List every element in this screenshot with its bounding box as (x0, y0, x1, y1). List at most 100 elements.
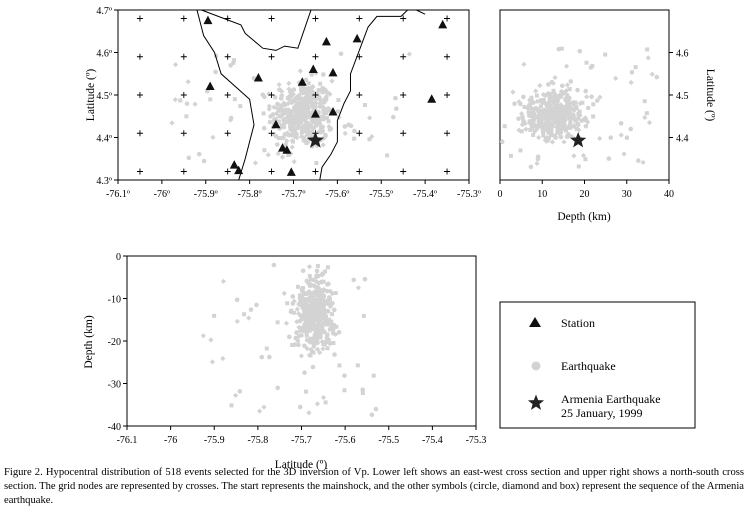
grid-node-cross (444, 53, 451, 60)
earthquake-point (508, 153, 513, 158)
earthquake-point (289, 138, 295, 144)
earthquake-point (362, 276, 368, 282)
earthquake-point (621, 151, 627, 157)
x-tick-label: -75.8º (238, 189, 262, 200)
earthquake-point (283, 320, 290, 326)
earthquake-point (259, 354, 265, 360)
earthquake-point (603, 52, 608, 57)
earthquake-point (577, 48, 583, 54)
earthquake-point (540, 123, 546, 129)
earthquake-point (304, 290, 311, 296)
earthquake-point (527, 97, 533, 103)
earthquake-point (318, 88, 323, 93)
grid-node-cross (224, 130, 231, 137)
earthquake-point (220, 278, 227, 284)
station-triangle (271, 119, 281, 129)
earthquake-point (557, 127, 562, 132)
earthquake-point (291, 298, 297, 304)
earthquake-point (326, 319, 331, 324)
earthquake-point (550, 115, 556, 121)
earthquake-point (549, 139, 556, 145)
earthquake-point (308, 94, 314, 101)
earthquake-point (329, 319, 334, 324)
earthquake-point (559, 46, 564, 51)
earthquake-point (294, 330, 299, 335)
x-tick-label: -75.8 (247, 435, 268, 446)
earthquake-point (320, 89, 325, 94)
earthquake-point (290, 122, 297, 129)
earthquake-point (568, 79, 574, 84)
earthquake-point (271, 262, 277, 268)
station-triangle (427, 94, 437, 103)
earthquake-point (233, 392, 239, 398)
earthquake-point (324, 116, 329, 121)
earthquake-point (307, 328, 312, 333)
y-tick-label: 4.6 (676, 49, 689, 60)
earthquake-point (292, 342, 298, 347)
earthquake-point (546, 116, 552, 121)
earthquake-point (568, 122, 573, 127)
earthquake-point (520, 114, 525, 120)
earthquake-point (313, 335, 319, 341)
earthquake-point (323, 132, 328, 137)
earthquake-point (327, 91, 333, 97)
earthquake-point (538, 104, 543, 109)
earthquake-point (289, 132, 295, 138)
earthquake-point (313, 100, 318, 106)
grid-node-cross (356, 130, 363, 137)
x-tick-label: -75.9 (204, 435, 225, 446)
earthquake-point (297, 296, 303, 302)
earthquake-point (546, 106, 552, 112)
earthquake-point (296, 342, 301, 348)
earthquake-point (299, 118, 305, 123)
station-triangle (328, 107, 338, 116)
earthquake-point (277, 113, 282, 118)
earthquake-point (640, 159, 646, 166)
earthquake-point (564, 134, 570, 140)
earthquake-point (310, 317, 315, 322)
earthquake-point (294, 306, 300, 312)
earthquake-point (322, 269, 327, 274)
earthquake-point (583, 123, 589, 129)
earthquake-point (305, 121, 310, 126)
grid-node-cross (444, 15, 451, 22)
earthquake-point (302, 302, 308, 308)
earthquake-point (304, 333, 309, 338)
earthquake-point (300, 268, 306, 274)
earthquake-point (332, 352, 337, 357)
ns-xlabel: Depth (km) (557, 211, 611, 223)
earthquake-point (529, 95, 534, 100)
station-triangle (253, 73, 263, 82)
earthquake-point (248, 307, 254, 312)
earthquake-point (540, 116, 546, 122)
earthquake-point (317, 300, 323, 306)
earthquake-point (323, 400, 328, 405)
earthquake-point (277, 87, 282, 92)
earthquake-point (303, 77, 309, 83)
earthquake-point (261, 125, 267, 131)
earthquake-point (318, 81, 323, 86)
earthquake-point (542, 93, 548, 98)
ew-ylabel: Depth (km) (83, 315, 95, 369)
station-triangle (234, 165, 244, 175)
earthquake-point (574, 127, 579, 132)
earthquake-point (369, 133, 375, 140)
earthquake-point (330, 300, 335, 306)
earthquake-point (331, 326, 336, 331)
earthquake-point (561, 126, 566, 131)
earthquake-point (304, 389, 309, 394)
earthquake-point (318, 122, 323, 127)
earthquake-point (304, 140, 309, 145)
earthquake-point (633, 65, 638, 70)
earthquake-point (295, 121, 301, 127)
earthquake-point (541, 97, 546, 102)
earthquake-point (327, 327, 332, 332)
earthquake-point (220, 355, 226, 362)
earthquake-point (561, 90, 567, 96)
earthquake-point (608, 135, 614, 140)
earthquake-point (554, 99, 559, 104)
boundary-line (201, 9, 312, 51)
earthquake-point (298, 111, 304, 117)
ew-xlabel: Latitude (º) (275, 459, 328, 471)
earthquake-point (320, 86, 325, 91)
